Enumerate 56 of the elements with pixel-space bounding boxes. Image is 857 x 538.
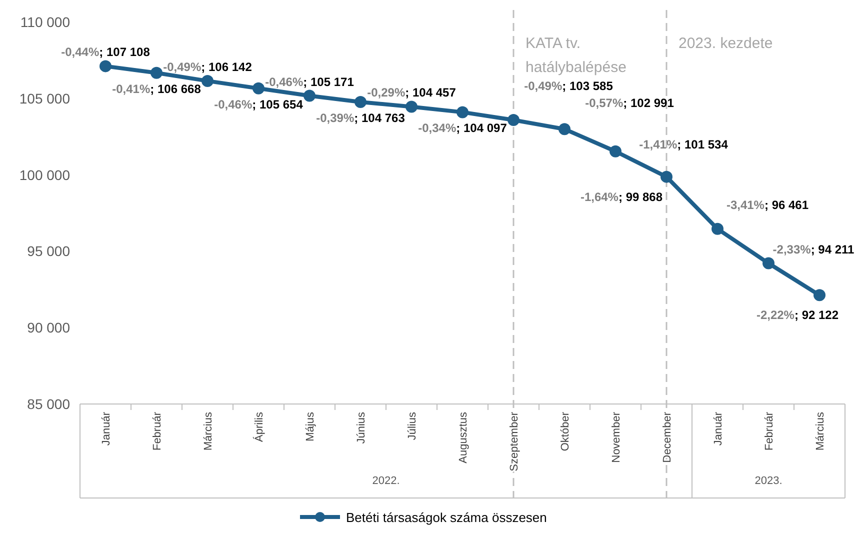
- data-label: -0,41%; 106 668: [112, 82, 202, 96]
- x-tick-label: Február: [152, 412, 164, 451]
- x-tick-label: Június: [356, 412, 368, 444]
- point: [814, 289, 826, 302]
- point: [558, 123, 570, 136]
- point: [406, 100, 418, 113]
- data-label: -0,46%; 105 171: [265, 74, 354, 89]
- text: 2023.: [754, 475, 782, 487]
- data-label: -1,64%; 99 868: [580, 190, 663, 204]
- x-tick-label: Március: [814, 412, 826, 451]
- x-tick-label: Augusztus: [458, 412, 470, 464]
- data-label: -0,29%; 104 457: [367, 86, 456, 100]
- data-label: -0,44%; 107 108: [61, 45, 150, 60]
- x-tick-label: December: [662, 412, 674, 463]
- data-label: -0,49%; 103 585: [524, 79, 614, 94]
- ref-line-label: 2023. kezdete: [678, 35, 773, 52]
- x-tick-label: Május: [304, 412, 316, 442]
- point: [508, 114, 520, 126]
- x-tick-label: Március: [202, 412, 214, 451]
- data-label: -0,39%; 104 763: [316, 111, 406, 126]
- x-tick-label: Április: [252, 412, 266, 442]
- data-label: -0,34%; 104 097: [418, 121, 508, 136]
- data-label: -0,49%; 106 142: [163, 60, 252, 74]
- data-label: -0,46%; 105 654: [214, 97, 304, 112]
- point: [252, 82, 264, 94]
- point: [762, 257, 774, 270]
- y-tick-label: 100 000: [19, 166, 70, 183]
- point: [456, 106, 468, 118]
- data-label: -2,33%; 94 211: [772, 242, 855, 256]
- x-tick-label: November: [610, 412, 622, 463]
- y-tick-label: 95 000: [27, 243, 70, 260]
- point: [150, 66, 162, 79]
- y-tick-label: 85 000: [27, 396, 70, 412]
- data-label: -2,22%; 92 122: [756, 308, 839, 322]
- point: [610, 145, 622, 158]
- x-tick-label: Február: [764, 412, 776, 451]
- ref-line-label: KATA tv. hatálybalépése: [526, 35, 626, 76]
- y-tick-label: 90 000: [27, 320, 70, 336]
- point: [100, 60, 112, 72]
- text: 2022.: [372, 475, 400, 487]
- x-tick-label: Január: [712, 412, 724, 446]
- point: [202, 74, 214, 87]
- point: [354, 96, 366, 108]
- y-tick-label: 105 000: [19, 90, 70, 106]
- point: [660, 170, 672, 183]
- x-tick-label: Szeptember: [508, 412, 520, 472]
- x-tick-label: Január: [100, 412, 112, 446]
- data-label: -0,57%; 102 991: [585, 96, 674, 110]
- data-label: -3,41%; 96 461: [726, 198, 809, 212]
- x-tick-label: Október: [560, 412, 572, 452]
- data-label: -1,41%; 101 534: [639, 137, 728, 152]
- legend-label: Betéti társaságok száma összesen: [346, 510, 547, 525]
- y-tick-label: 110 000: [20, 14, 70, 30]
- point: [304, 90, 316, 102]
- point: [712, 222, 724, 235]
- x-tick-label: Július: [406, 412, 418, 440]
